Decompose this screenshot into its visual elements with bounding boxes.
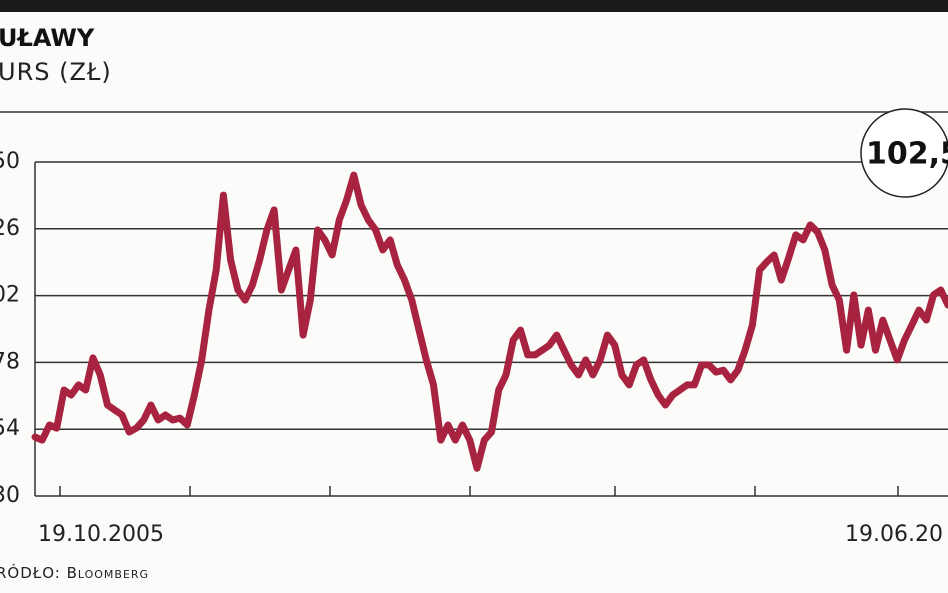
y-tick-label: 102 <box>0 283 20 308</box>
y-tick-label: 30 <box>0 483 20 508</box>
source: RÓDŁO: Bloomberg <box>0 563 149 582</box>
top-bar <box>0 0 948 12</box>
y-tick-label: 54 <box>0 416 20 441</box>
y-tick-label: 150 <box>0 149 20 174</box>
x-end-label: 19.06.20 <box>845 522 943 547</box>
y-tick-label: 126 <box>0 216 20 241</box>
price-line <box>31 171 948 472</box>
chart-subtitle: URS (ZŁ) <box>0 58 112 86</box>
y-tick-label: 78 <box>0 349 20 374</box>
chart-title: UŁAWY <box>0 24 95 52</box>
annotation: 102,5 <box>866 137 948 172</box>
x-start-label: 19.10.2005 <box>38 522 164 547</box>
annotation-circle <box>860 108 948 198</box>
x-ticks <box>59 486 899 496</box>
